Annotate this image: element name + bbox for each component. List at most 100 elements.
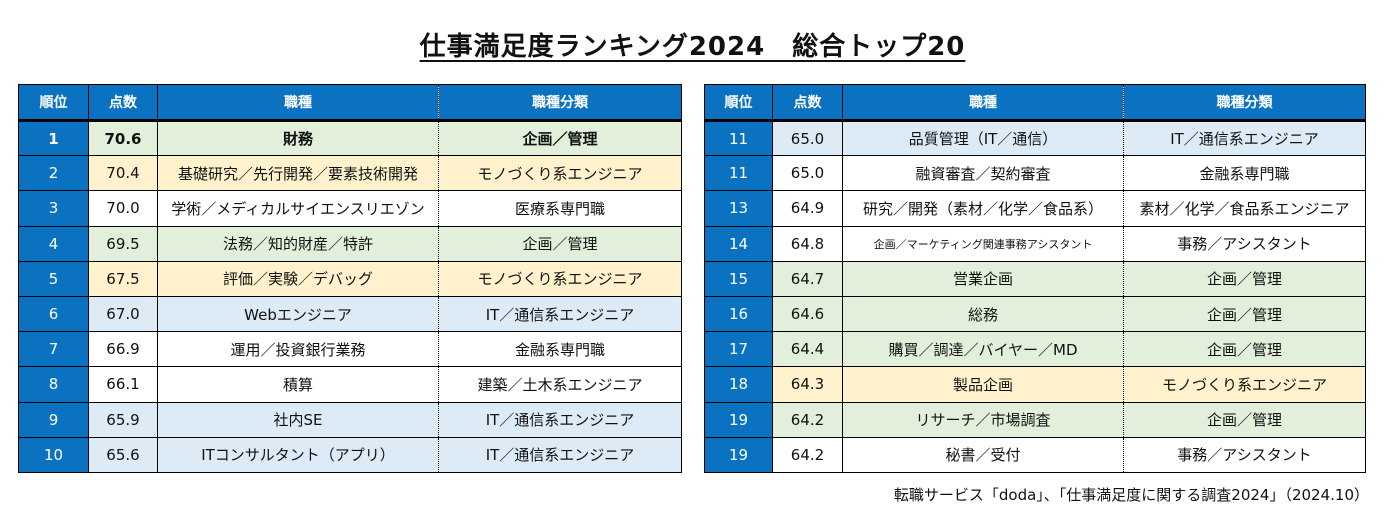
rank-cell: 2	[18, 155, 89, 192]
job-cell: 社内SE	[157, 401, 439, 438]
rank-cell: 16	[704, 295, 773, 333]
job-cell: 運用／投資銀行業務	[157, 331, 439, 368]
category-cell: 企画／管理	[1123, 401, 1366, 438]
category-cell: 企画／管理	[438, 225, 682, 262]
table-row: 13 64.9 研究／開発（素材／化学／食品系） 素材／化学／食品系エンジニア	[704, 190, 1366, 227]
header-category: 職種分類	[438, 84, 682, 121]
rank-cell: 19	[704, 436, 773, 473]
score-cell: 64.2	[772, 401, 843, 438]
table-header-row: 順位 点数 職種 職種分類	[18, 84, 682, 121]
table-row: 18 64.3 製品企画 モノづくり系エンジニア	[704, 366, 1366, 403]
category-cell: 企画／管理	[438, 119, 682, 157]
table-row: 7 66.9 運用／投資銀行業務 金融系専門職	[18, 331, 682, 368]
table-row: 14 64.8 企画／マーケティング関連事務アシスタント 事務／アシスタント	[704, 225, 1366, 262]
score-cell: 70.4	[88, 155, 158, 192]
job-cell: 財務	[157, 119, 439, 157]
header-rank: 順位	[704, 84, 773, 121]
table-row: 5 67.5 評価／実験／デバッグ モノづくり系エンジニア	[18, 260, 682, 297]
page-title: 仕事満足度ランキング2024 総合トップ20	[419, 32, 966, 62]
score-cell: 69.5	[88, 225, 158, 262]
category-cell: 企画／管理	[1123, 295, 1366, 333]
header-category: 職種分類	[1123, 84, 1366, 121]
category-cell: IT／通信系エンジニア	[438, 436, 682, 473]
rank-cell: 18	[704, 366, 773, 403]
score-cell: 70.6	[88, 119, 158, 157]
table-row: 9 65.9 社内SE IT／通信系エンジニア	[18, 401, 682, 438]
category-cell: モノづくり系エンジニア	[438, 155, 682, 192]
rank-cell: 11	[704, 155, 773, 192]
job-cell: リサーチ／市場調査	[842, 401, 1124, 438]
category-cell: 事務／アシスタント	[1123, 436, 1366, 473]
job-cell: 積算	[157, 366, 439, 403]
category-cell: 金融系専門職	[438, 331, 682, 368]
table-row: 3 70.0 学術／メディカルサイエンスリエゾン 医療系専門職	[18, 190, 682, 227]
score-cell: 67.0	[88, 295, 158, 333]
score-cell: 64.6	[772, 295, 843, 333]
score-cell: 65.6	[88, 436, 158, 473]
job-cell: 営業企画	[842, 260, 1124, 297]
rank-cell: 8	[18, 366, 89, 403]
job-cell: 製品企画	[842, 366, 1124, 403]
score-cell: 65.0	[772, 119, 843, 157]
category-cell: 企画／管理	[1123, 331, 1366, 368]
score-cell: 65.0	[772, 155, 843, 192]
table-row: 17 64.4 購買／調達／バイヤー／MD 企画／管理	[704, 331, 1366, 368]
category-cell: 素材／化学／食品系エンジニア	[1123, 190, 1366, 227]
category-cell: モノづくり系エンジニア	[1123, 366, 1366, 403]
job-cell: 法務／知的財産／特許	[157, 225, 439, 262]
table-row: 19 64.2 秘書／受付 事務／アシスタント	[704, 436, 1366, 473]
table-row: 19 64.2 リサーチ／市場調査 企画／管理	[704, 401, 1366, 438]
job-cell: 学術／メディカルサイエンスリエゾン	[157, 190, 439, 227]
score-cell: 64.8	[772, 225, 843, 262]
rank-cell: 11	[704, 119, 773, 157]
ranking-table-left: 順位 点数 職種 職種分類 1 70.6 財務 企画／管理 2 70.4 基礎研究／先行開発…	[18, 84, 682, 473]
category-cell: 建築／土木系エンジニア	[438, 366, 682, 403]
job-cell: Webエンジニア	[157, 295, 439, 333]
job-cell: 品質管理（IT／通信）	[842, 119, 1124, 157]
header-job: 職種	[157, 84, 439, 121]
table-header-row: 順位 点数 職種 職種分類	[704, 84, 1366, 121]
job-cell: 融資審査／契約審査	[842, 155, 1124, 192]
rank-cell: 19	[704, 401, 773, 438]
score-cell: 67.5	[88, 260, 158, 297]
table-row: 11 65.0 品質管理（IT／通信） IT／通信系エンジニア	[704, 119, 1366, 157]
category-cell: IT／通信系エンジニア	[438, 401, 682, 438]
header-job: 職種	[842, 84, 1124, 121]
table-row: 6 67.0 Webエンジニア IT／通信系エンジニア	[18, 295, 682, 333]
table-row: 8 66.1 積算 建築／土木系エンジニア	[18, 366, 682, 403]
job-cell: 総務	[842, 295, 1124, 333]
score-cell: 66.9	[88, 331, 158, 368]
category-cell: 医療系専門職	[438, 190, 682, 227]
rank-cell: 4	[18, 225, 89, 262]
rank-cell: 17	[704, 331, 773, 368]
rank-cell: 6	[18, 295, 89, 333]
rank-cell: 13	[704, 190, 773, 227]
job-cell: 秘書／受付	[842, 436, 1124, 473]
rank-cell: 3	[18, 190, 89, 227]
score-cell: 65.9	[88, 401, 158, 438]
rank-cell: 10	[18, 436, 89, 473]
ranking-table-right: 順位 点数 職種 職種分類 11 65.0 品質管理（IT／通信） IT／通信系エンジ…	[704, 84, 1366, 473]
job-cell: 評価／実験／デバッグ	[157, 260, 439, 297]
rank-cell: 15	[704, 260, 773, 297]
score-cell: 64.2	[772, 436, 843, 473]
rank-cell: 5	[18, 260, 89, 297]
score-cell: 64.7	[772, 260, 843, 297]
table-row: 2 70.4 基礎研究／先行開発／要素技術開発 モノづくり系エンジニア	[18, 155, 682, 192]
category-cell: モノづくり系エンジニア	[438, 260, 682, 297]
table-row: 11 65.0 融資審査／契約審査 金融系専門職	[704, 155, 1366, 192]
header-score: 点数	[772, 84, 843, 121]
table-row: 4 69.5 法務／知的財産／特許 企画／管理	[18, 225, 682, 262]
job-cell: 購買／調達／バイヤー／MD	[842, 331, 1124, 368]
header-score: 点数	[88, 84, 158, 121]
category-cell: IT／通信系エンジニア	[1123, 119, 1366, 157]
rank-cell: 1	[18, 119, 89, 157]
table-row: 1 70.6 財務 企画／管理	[18, 119, 682, 157]
table-row: 10 65.6 ITコンサルタント（アプリ） IT／通信系エンジニア	[18, 436, 682, 473]
rank-cell: 9	[18, 401, 89, 438]
header-rank: 順位	[18, 84, 89, 121]
table-row: 15 64.7 営業企画 企画／管理	[704, 260, 1366, 297]
job-cell: 研究／開発（素材／化学／食品系）	[842, 190, 1124, 227]
score-cell: 64.4	[772, 331, 843, 368]
job-cell: 企画／マーケティング関連事務アシスタント	[842, 225, 1124, 262]
